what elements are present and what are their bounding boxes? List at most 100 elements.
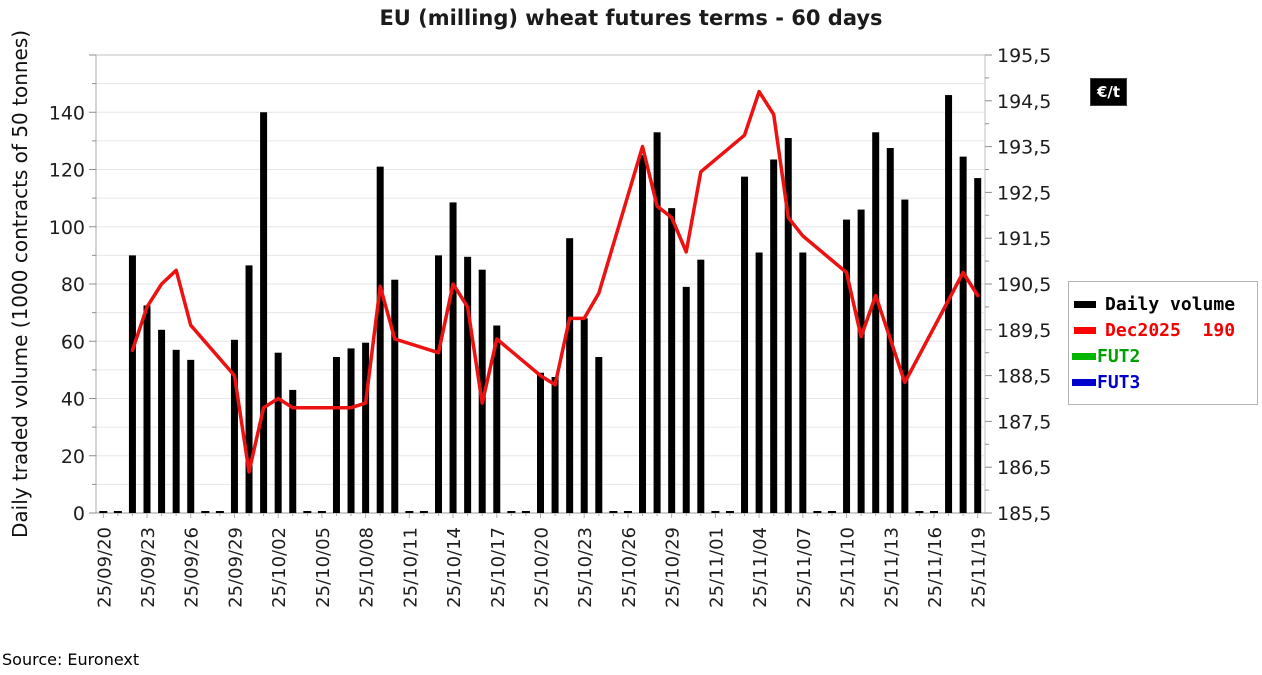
legend-item-daily-volume: Daily volume [1074, 291, 1251, 317]
volume-bar-zero [521, 511, 530, 513]
legend-swatch-daily-volume [1074, 300, 1096, 308]
volume-bar [187, 359, 195, 513]
volume-bar [945, 95, 953, 513]
x-axis-tick-label: 25/10/05 [313, 527, 334, 608]
volume-bar [449, 202, 457, 513]
volume-bar-zero [419, 511, 428, 513]
left-axis-tick-label: 20 [61, 446, 85, 468]
left-axis-tick-label: 140 [49, 102, 85, 124]
x-axis-tick-label: 25/11/16 [925, 527, 946, 608]
volume-bar-zero [623, 511, 632, 513]
volume-bar [872, 132, 880, 513]
volume-bar [391, 279, 399, 513]
volume-bar [959, 156, 967, 513]
legend-item-dec2025: Dec2025 190 [1074, 317, 1251, 343]
legend-box: Daily volume Dec2025 190 FUT2 FUT3 [1068, 281, 1258, 405]
x-axis-tick-label: 25/09/29 [225, 527, 246, 608]
x-axis-tick-label: 25/11/07 [794, 527, 815, 608]
volume-bar-zero [303, 511, 312, 513]
legend-swatch-fut3 [1072, 378, 1096, 386]
x-axis-tick-label: 25/10/14 [444, 527, 465, 608]
left-axis-tick-label: 80 [61, 274, 85, 296]
volume-bar-zero [317, 511, 326, 513]
volume-bar [886, 148, 894, 513]
volume-bar [639, 155, 647, 513]
volume-bar-zero [201, 511, 210, 513]
right-axis-tick-label: 187,5 [997, 411, 1051, 433]
volume-bar [843, 219, 851, 513]
right-axis-tick-label: 188,5 [997, 366, 1051, 388]
x-axis-tick-label: 25/11/10 [838, 527, 859, 608]
x-axis-tick-label: 25/11/04 [750, 527, 771, 608]
right-axis-tick-label: 185,5 [997, 503, 1051, 525]
volume-bar [172, 349, 180, 513]
source-note: Source: Euronext [2, 650, 140, 669]
x-axis-tick-label: 25/11/01 [706, 527, 727, 608]
x-axis-tick-label: 25/09/20 [94, 527, 115, 608]
left-axis-tick-label: 120 [49, 160, 85, 182]
right-axis-tick-label: 195,5 [997, 45, 1051, 67]
volume-bar-zero [99, 511, 108, 513]
volume-bar [580, 318, 588, 513]
volume-bar [770, 159, 778, 513]
volume-bar [464, 256, 472, 513]
volume-bar [682, 286, 690, 513]
volume-bar-zero [929, 511, 938, 513]
volume-bar [143, 305, 151, 513]
volume-bar [974, 178, 982, 513]
x-axis-tick-label: 25/09/23 [138, 527, 159, 608]
left-axis-tick-label: 40 [61, 389, 85, 411]
x-axis-tick-label: 25/10/29 [663, 527, 684, 608]
left-axis-tick-label: 100 [49, 217, 85, 239]
volume-bar-zero [813, 511, 822, 513]
left-axis-tick-label: 60 [61, 331, 85, 353]
volume-bar [128, 255, 136, 513]
volume-bar [799, 252, 807, 513]
volume-bar [347, 348, 355, 513]
volume-bar [901, 199, 909, 513]
price-line-dec2025 [130, 89, 980, 474]
right-axis-tick-label: 186,5 [997, 457, 1051, 479]
volume-bar [245, 265, 253, 513]
volume-bar [653, 132, 661, 513]
volume-bar-zero [711, 511, 720, 513]
volume-bar-zero [609, 511, 618, 513]
volume-bar-zero [725, 511, 734, 513]
left-axis-tick-label: 0 [73, 503, 85, 525]
legend-label-fut2: FUT2 [1097, 345, 1141, 367]
volume-bar [566, 238, 574, 513]
x-axis-tick-label: 25/10/11 [400, 527, 421, 608]
volume-bar [274, 352, 282, 513]
volume-bar [857, 209, 865, 513]
price-unit-badge: €/t [1090, 78, 1127, 106]
right-axis-tick-label: 191,5 [997, 228, 1051, 250]
x-axis-tick-label: 25/10/08 [357, 527, 378, 608]
volume-bar-zero [405, 511, 414, 513]
legend-swatch-fut2 [1072, 352, 1096, 360]
chart-title: EU (milling) wheat futures terms - 60 da… [379, 6, 883, 30]
legend-label-dec2025: Dec2025 190 [1105, 319, 1236, 341]
volume-bar-zero [507, 511, 516, 513]
volume-bar [755, 252, 763, 513]
volume-bar [289, 389, 297, 513]
volume-bar [434, 255, 442, 513]
volume-bar-zero [113, 511, 122, 513]
volume-bar [376, 166, 384, 513]
volume-bar [697, 259, 705, 513]
legend-label-fut3: FUT3 [1097, 371, 1141, 393]
volume-bar [537, 372, 544, 513]
right-axis-tick-label: 189,5 [997, 320, 1051, 342]
right-axis-tick-label: 193,5 [997, 137, 1051, 159]
volume-bar-zero [915, 511, 924, 513]
right-axis-tick-label: 194,5 [997, 91, 1051, 113]
x-axis-tick-label: 25/10/20 [532, 527, 553, 608]
right-axis-tick-label: 192,5 [997, 182, 1051, 204]
x-axis-tick-label: 25/10/02 [269, 527, 290, 608]
volume-bar [332, 356, 340, 513]
volume-bar [493, 325, 501, 513]
volume-bar [158, 329, 166, 513]
volume-bar [595, 356, 603, 513]
x-axis-tick-label: 25/10/26 [619, 527, 640, 608]
